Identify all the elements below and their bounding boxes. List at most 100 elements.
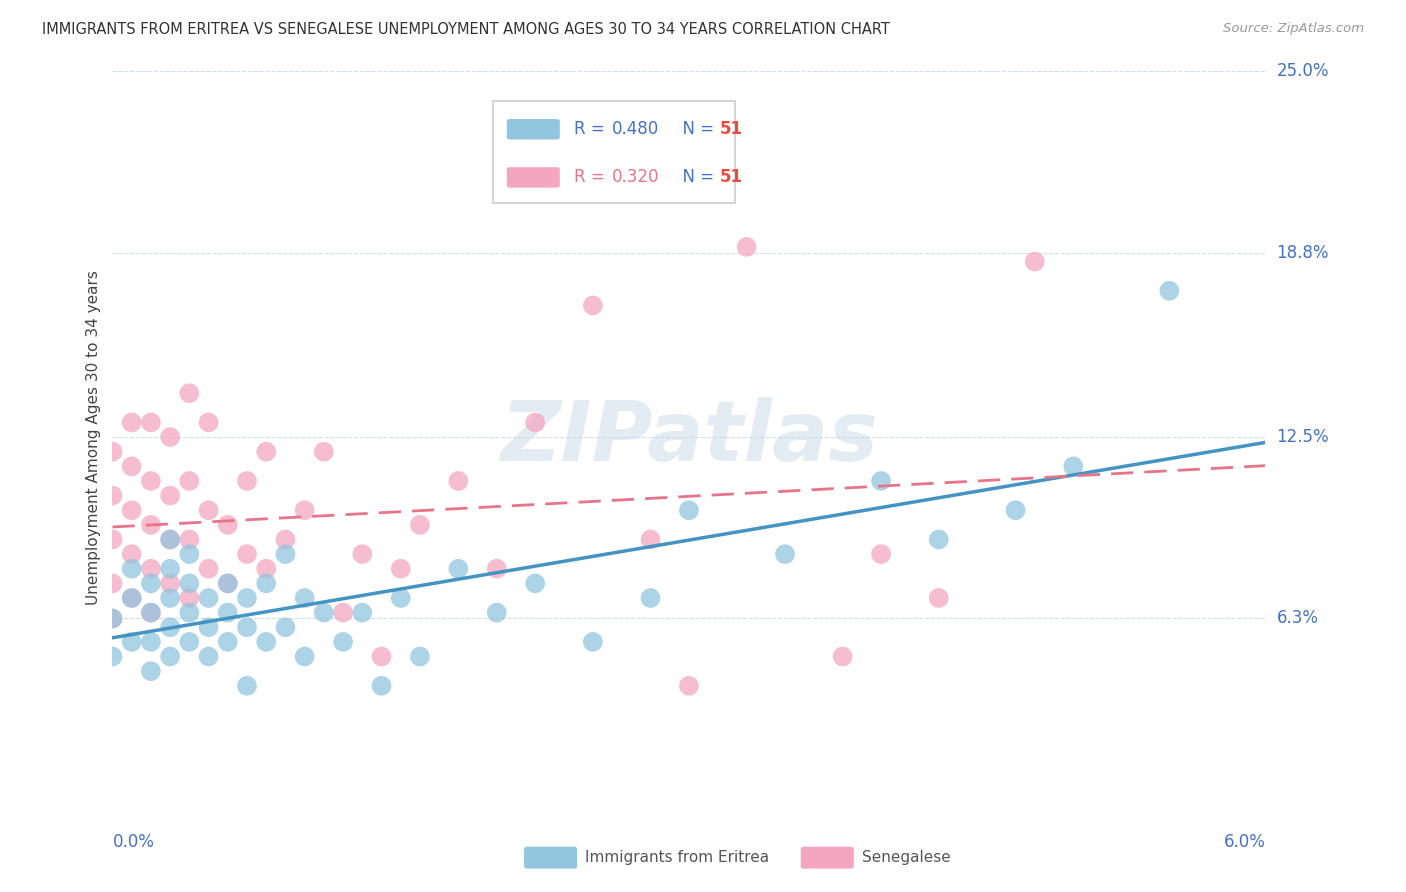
Point [447,474,470,488]
Point [332,606,354,620]
Point [294,503,316,517]
FancyBboxPatch shape [524,847,576,869]
Point [582,298,605,312]
Point [101,649,124,664]
Point [928,533,950,547]
Point [1024,254,1046,268]
Point [179,547,201,561]
Text: N =: N = [672,120,718,138]
Point [370,679,392,693]
Point [121,416,143,430]
Point [139,606,162,620]
Point [524,416,547,430]
Point [179,386,201,401]
Point [197,620,219,634]
Point [274,533,297,547]
Point [1159,284,1181,298]
Point [409,649,432,664]
Point [121,459,143,474]
Text: 0.0%: 0.0% [112,833,155,851]
Point [254,576,277,591]
Text: N =: N = [672,169,718,186]
Point [831,649,853,664]
Text: 18.8%: 18.8% [1277,244,1329,261]
Point [352,606,374,620]
Text: IMMIGRANTS FROM ERITREA VS SENEGALESE UNEMPLOYMENT AMONG AGES 30 TO 34 YEARS COR: IMMIGRANTS FROM ERITREA VS SENEGALESE UN… [42,22,890,37]
Point [121,562,143,576]
Point [159,591,181,605]
Point [678,679,700,693]
Text: 6.0%: 6.0% [1223,833,1265,851]
Point [389,562,412,576]
Point [139,664,162,678]
Point [179,533,201,547]
Point [197,562,219,576]
Point [870,474,893,488]
Point [101,576,124,591]
Text: ZIPatlas: ZIPatlas [501,397,877,477]
Point [582,635,605,649]
Point [236,591,259,605]
Point [121,547,143,561]
Point [197,649,219,664]
Text: 25.0%: 25.0% [1277,62,1329,80]
Point [159,576,181,591]
Point [370,649,392,664]
Point [640,533,662,547]
Point [254,635,277,649]
Point [312,606,335,620]
Point [159,649,181,664]
Point [197,591,219,605]
Text: 51: 51 [720,169,742,186]
Point [332,635,354,649]
FancyBboxPatch shape [506,167,560,187]
Point [254,444,277,458]
Point [139,517,162,532]
Point [217,517,239,532]
Point [1004,503,1026,517]
Point [1062,459,1084,474]
Text: R =: R = [574,120,610,138]
Point [274,620,297,634]
Point [139,562,162,576]
Point [217,576,239,591]
Point [312,444,335,458]
Text: R =: R = [574,169,610,186]
Point [236,620,259,634]
Point [159,620,181,634]
FancyBboxPatch shape [506,119,560,139]
Point [159,562,181,576]
Point [447,562,470,576]
Point [159,533,181,547]
Point [485,562,508,576]
Point [217,606,239,620]
Point [352,547,374,561]
Point [139,606,162,620]
Point [294,591,316,605]
Text: Senegalese: Senegalese [862,850,950,865]
Point [121,635,143,649]
Point [197,503,219,517]
Point [236,547,259,561]
Point [139,576,162,591]
Point [735,240,758,254]
Point [294,649,316,664]
Point [236,679,259,693]
Point [179,591,201,605]
Point [179,635,201,649]
Point [159,430,181,444]
Point [773,547,796,561]
Point [274,547,297,561]
Point [139,635,162,649]
Point [179,576,201,591]
Y-axis label: Unemployment Among Ages 30 to 34 years: Unemployment Among Ages 30 to 34 years [86,269,101,605]
Point [101,611,124,625]
FancyBboxPatch shape [801,847,853,869]
Text: 0.320: 0.320 [612,169,659,186]
Point [236,474,259,488]
Point [159,533,181,547]
Text: 12.5%: 12.5% [1277,428,1329,446]
Point [928,591,950,605]
Point [870,547,893,561]
FancyBboxPatch shape [494,101,735,203]
